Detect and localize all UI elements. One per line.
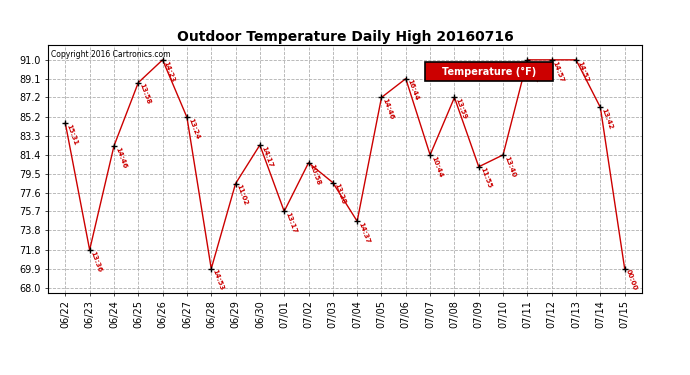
Text: 14:23: 14:23	[163, 60, 176, 83]
Text: 10:44: 10:44	[430, 155, 444, 178]
Text: 00:00: 00:00	[624, 269, 638, 292]
Text: 13:58: 13:58	[138, 82, 152, 105]
Text: 14:46: 14:46	[114, 146, 127, 169]
Text: 16:44: 16:44	[406, 79, 419, 102]
Text: 11:02: 11:02	[235, 184, 249, 207]
Text: 13:24: 13:24	[187, 117, 200, 140]
Text: 13:42: 13:42	[600, 107, 613, 130]
Text: 13:17: 13:17	[284, 211, 297, 234]
Text: 15:31: 15:31	[66, 123, 79, 146]
Text: 14:57: 14:57	[552, 60, 565, 83]
Text: Copyright 2016 Cartronics.com: Copyright 2016 Cartronics.com	[51, 50, 170, 59]
Text: 10:58: 10:58	[308, 163, 322, 186]
Text: 14:57: 14:57	[576, 60, 589, 83]
Text: 14:46: 14:46	[382, 98, 395, 120]
FancyBboxPatch shape	[425, 62, 553, 81]
Text: 13:28: 13:28	[333, 183, 346, 206]
Text: 13:59: 13:59	[455, 98, 468, 120]
Text: 11:55: 11:55	[479, 167, 492, 189]
Text: 13:36: 13:36	[90, 250, 103, 273]
Text: 13:40: 13:40	[503, 155, 516, 178]
Text: 14:37: 14:37	[357, 221, 371, 244]
Title: Outdoor Temperature Daily High 20160716: Outdoor Temperature Daily High 20160716	[177, 30, 513, 44]
Text: 17:11: 17:11	[527, 60, 541, 83]
Text: Temperature (°F): Temperature (°F)	[442, 67, 536, 76]
Text: 14:17: 14:17	[260, 145, 273, 168]
Text: 14:53: 14:53	[211, 269, 224, 292]
